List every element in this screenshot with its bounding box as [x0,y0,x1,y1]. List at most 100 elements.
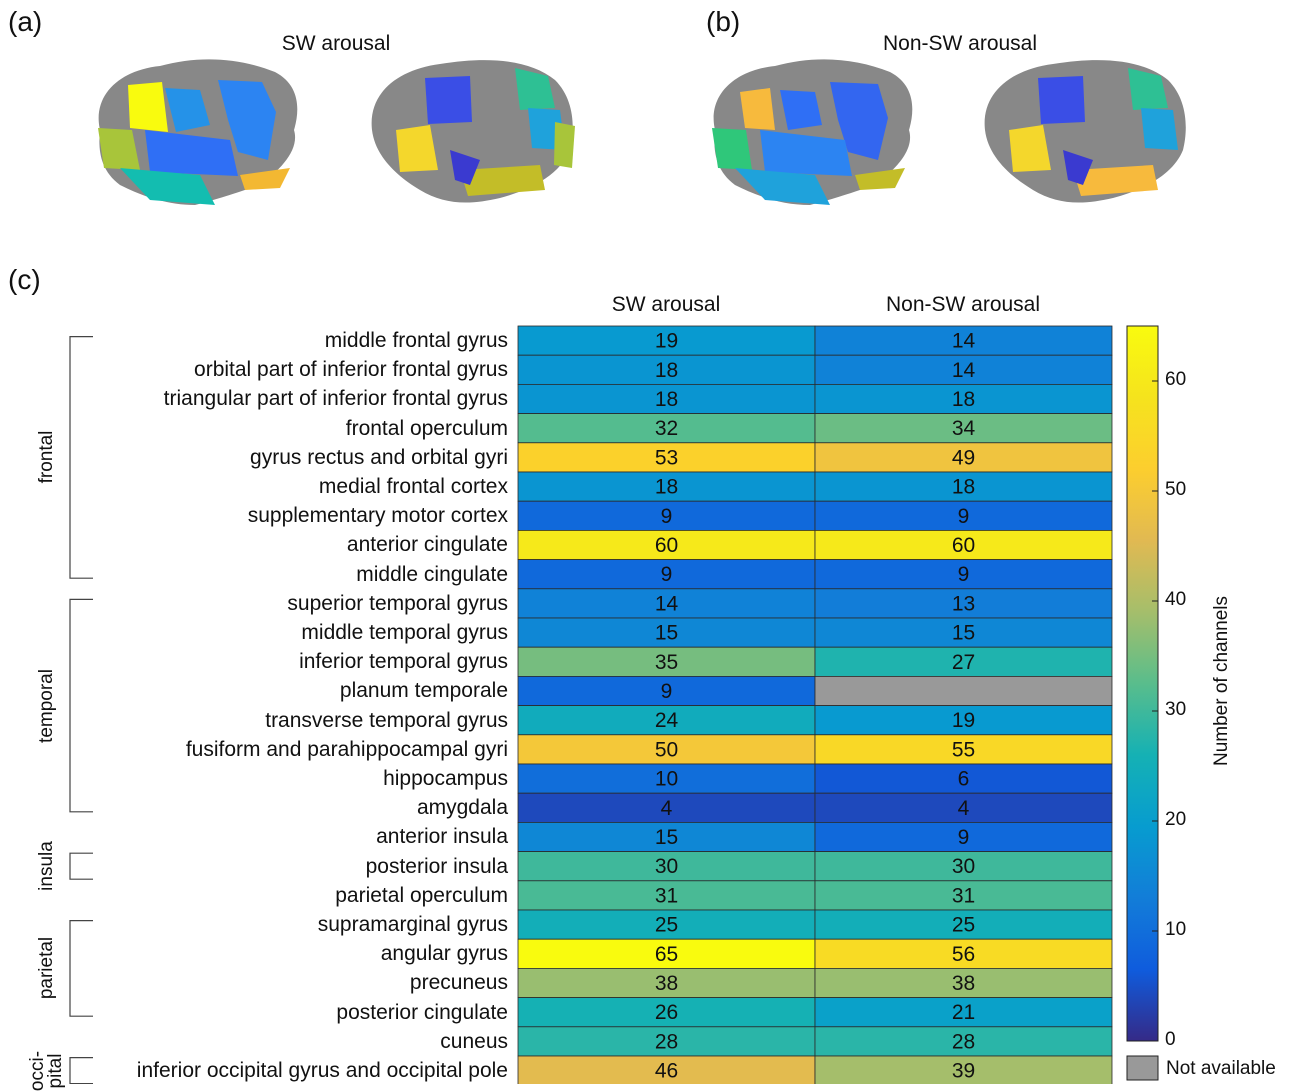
heatmap-cell-value: 9 [661,680,673,703]
heatmap-cell-value: 56 [952,943,975,966]
row-label: anterior cingulate [346,533,508,557]
heatmap-cell [814,676,1113,707]
heatmap-cell [814,471,1113,502]
brain-sw-medial [371,60,575,203]
heatmap-cell-value: 53 [655,446,678,469]
row-label: posterior insula [365,854,508,878]
heatmap-cell [814,938,1113,969]
row-label: supramarginal gyrus [317,913,508,936]
row-label: frontal operculum [345,416,508,440]
heatmap-cell-value: 35 [655,651,678,674]
heatmap-cell-value: 49 [952,446,975,469]
heatmap-cell-value: 18 [655,476,678,499]
heatmap-cell [517,880,816,911]
heatmap-cell-value: 14 [952,330,976,353]
panel-c-label: (c) [8,264,41,295]
row-label: superior temporal gyrus [287,591,508,615]
heatmap-cell [517,325,816,356]
heatmap-cell [814,851,1113,882]
heatmap-cell-value: 38 [952,972,975,995]
heatmap-cell-value: 55 [952,738,975,761]
column-header-sw: SW arousal [611,293,721,316]
heatmap-cell [517,559,816,590]
row-label: parietal operculum [335,883,508,907]
colorbar [1126,325,1159,1042]
heatmap-cell-value: 25 [952,914,975,937]
row-label: posterior cingulate [336,1000,508,1024]
panel-a-title: SW arousal [281,32,391,55]
heatmap-cell-value: 13 [952,592,975,615]
row-label: angular gyrus [380,942,508,966]
heatmap-cell-value: 38 [655,972,678,995]
group-label: insula [36,841,57,892]
heatmap-cell-value: 28 [952,1030,975,1053]
not-available-label: Not available [1166,1058,1276,1079]
heatmap-cell [814,1026,1113,1057]
heatmap-cell [814,559,1113,590]
heatmap-cell [814,880,1113,911]
heatmap-cell [814,383,1113,414]
heatmap-cell [814,968,1113,999]
group-label: temporal [36,668,57,743]
heatmap-cell-value: 19 [655,330,678,353]
heatmap-cell [517,354,816,385]
colorbar-tick-label: 20 [1165,809,1187,830]
heatmap-cell-value: 9 [661,563,673,586]
heatmap-cell [814,792,1113,823]
row-label: precuneus [409,971,508,995]
heatmap-cell-value: 32 [655,417,678,440]
group-bracket [69,1057,93,1084]
heatmap-cell-value: 46 [655,1060,678,1083]
panel-b-title: Non-SW arousal [882,32,1038,55]
group-label: occi-pital [27,1050,66,1091]
heatmap-cell-value: 34 [952,417,976,440]
heatmap-cell [814,822,1113,853]
heatmap-cell-value: 21 [952,1001,975,1024]
heatmap-cell-value: 28 [655,1030,678,1053]
not-available-swatch [1126,1055,1159,1081]
heatmap-cell-value: 6 [958,768,970,791]
colorbar-tick-label: 30 [1165,699,1187,720]
heatmap-cell-value: 9 [958,826,970,849]
row-label: inferior temporal gyrus [299,650,508,674]
heatmap-cell-value: 18 [952,388,975,411]
heatmap-cell [814,442,1113,473]
heatmap-cell-value: 18 [655,388,678,411]
panel-b-label: (b) [706,6,741,37]
heatmap-cell [814,909,1113,940]
row-label: middle temporal gyrus [301,621,508,644]
heatmap-cell [814,1055,1113,1084]
heatmap-cell-value: 30 [952,855,975,878]
heatmap-cell [517,617,816,648]
heatmap-cell-value: 27 [952,651,975,674]
brain-nonsw-medial [984,60,1186,203]
heatmap-cell-value: 26 [655,1001,678,1024]
heatmap-cell-value: 18 [952,476,975,499]
heatmap-cell-value: 60 [655,534,678,557]
heatmap-cell-value: 18 [655,359,678,382]
colorbar-tick-label: 50 [1165,479,1187,500]
colorbar-tick-label: 60 [1165,369,1187,390]
row-label: medial frontal cortex [318,475,508,498]
heatmap-cell [814,734,1113,765]
heatmap-cell-value: 39 [952,1060,975,1083]
group-bracket [69,598,93,813]
heatmap-cell [517,734,816,765]
heatmap-cell-value: 24 [655,709,679,732]
heatmap-cell-value: 9 [661,505,673,528]
heatmap-cell [517,1026,816,1057]
group-bracket [69,336,93,579]
heatmap-cell-value: 9 [958,563,970,586]
heatmap-cell-value: 30 [655,855,678,878]
row-label: amygdala [416,796,508,820]
row-label: middle frontal gyrus [324,329,508,352]
row-label: fusiform and parahippocampal gyri [185,737,508,761]
heatmap-cell [814,588,1113,619]
row-label: middle cingulate [356,562,508,586]
row-label: hippocampus [383,767,508,790]
row-label: anterior insula [376,825,508,849]
group-bracket [69,920,93,1017]
row-label: gyrus rectus and orbital gyri [250,445,508,469]
heatmap-cell-value: 25 [655,914,678,937]
